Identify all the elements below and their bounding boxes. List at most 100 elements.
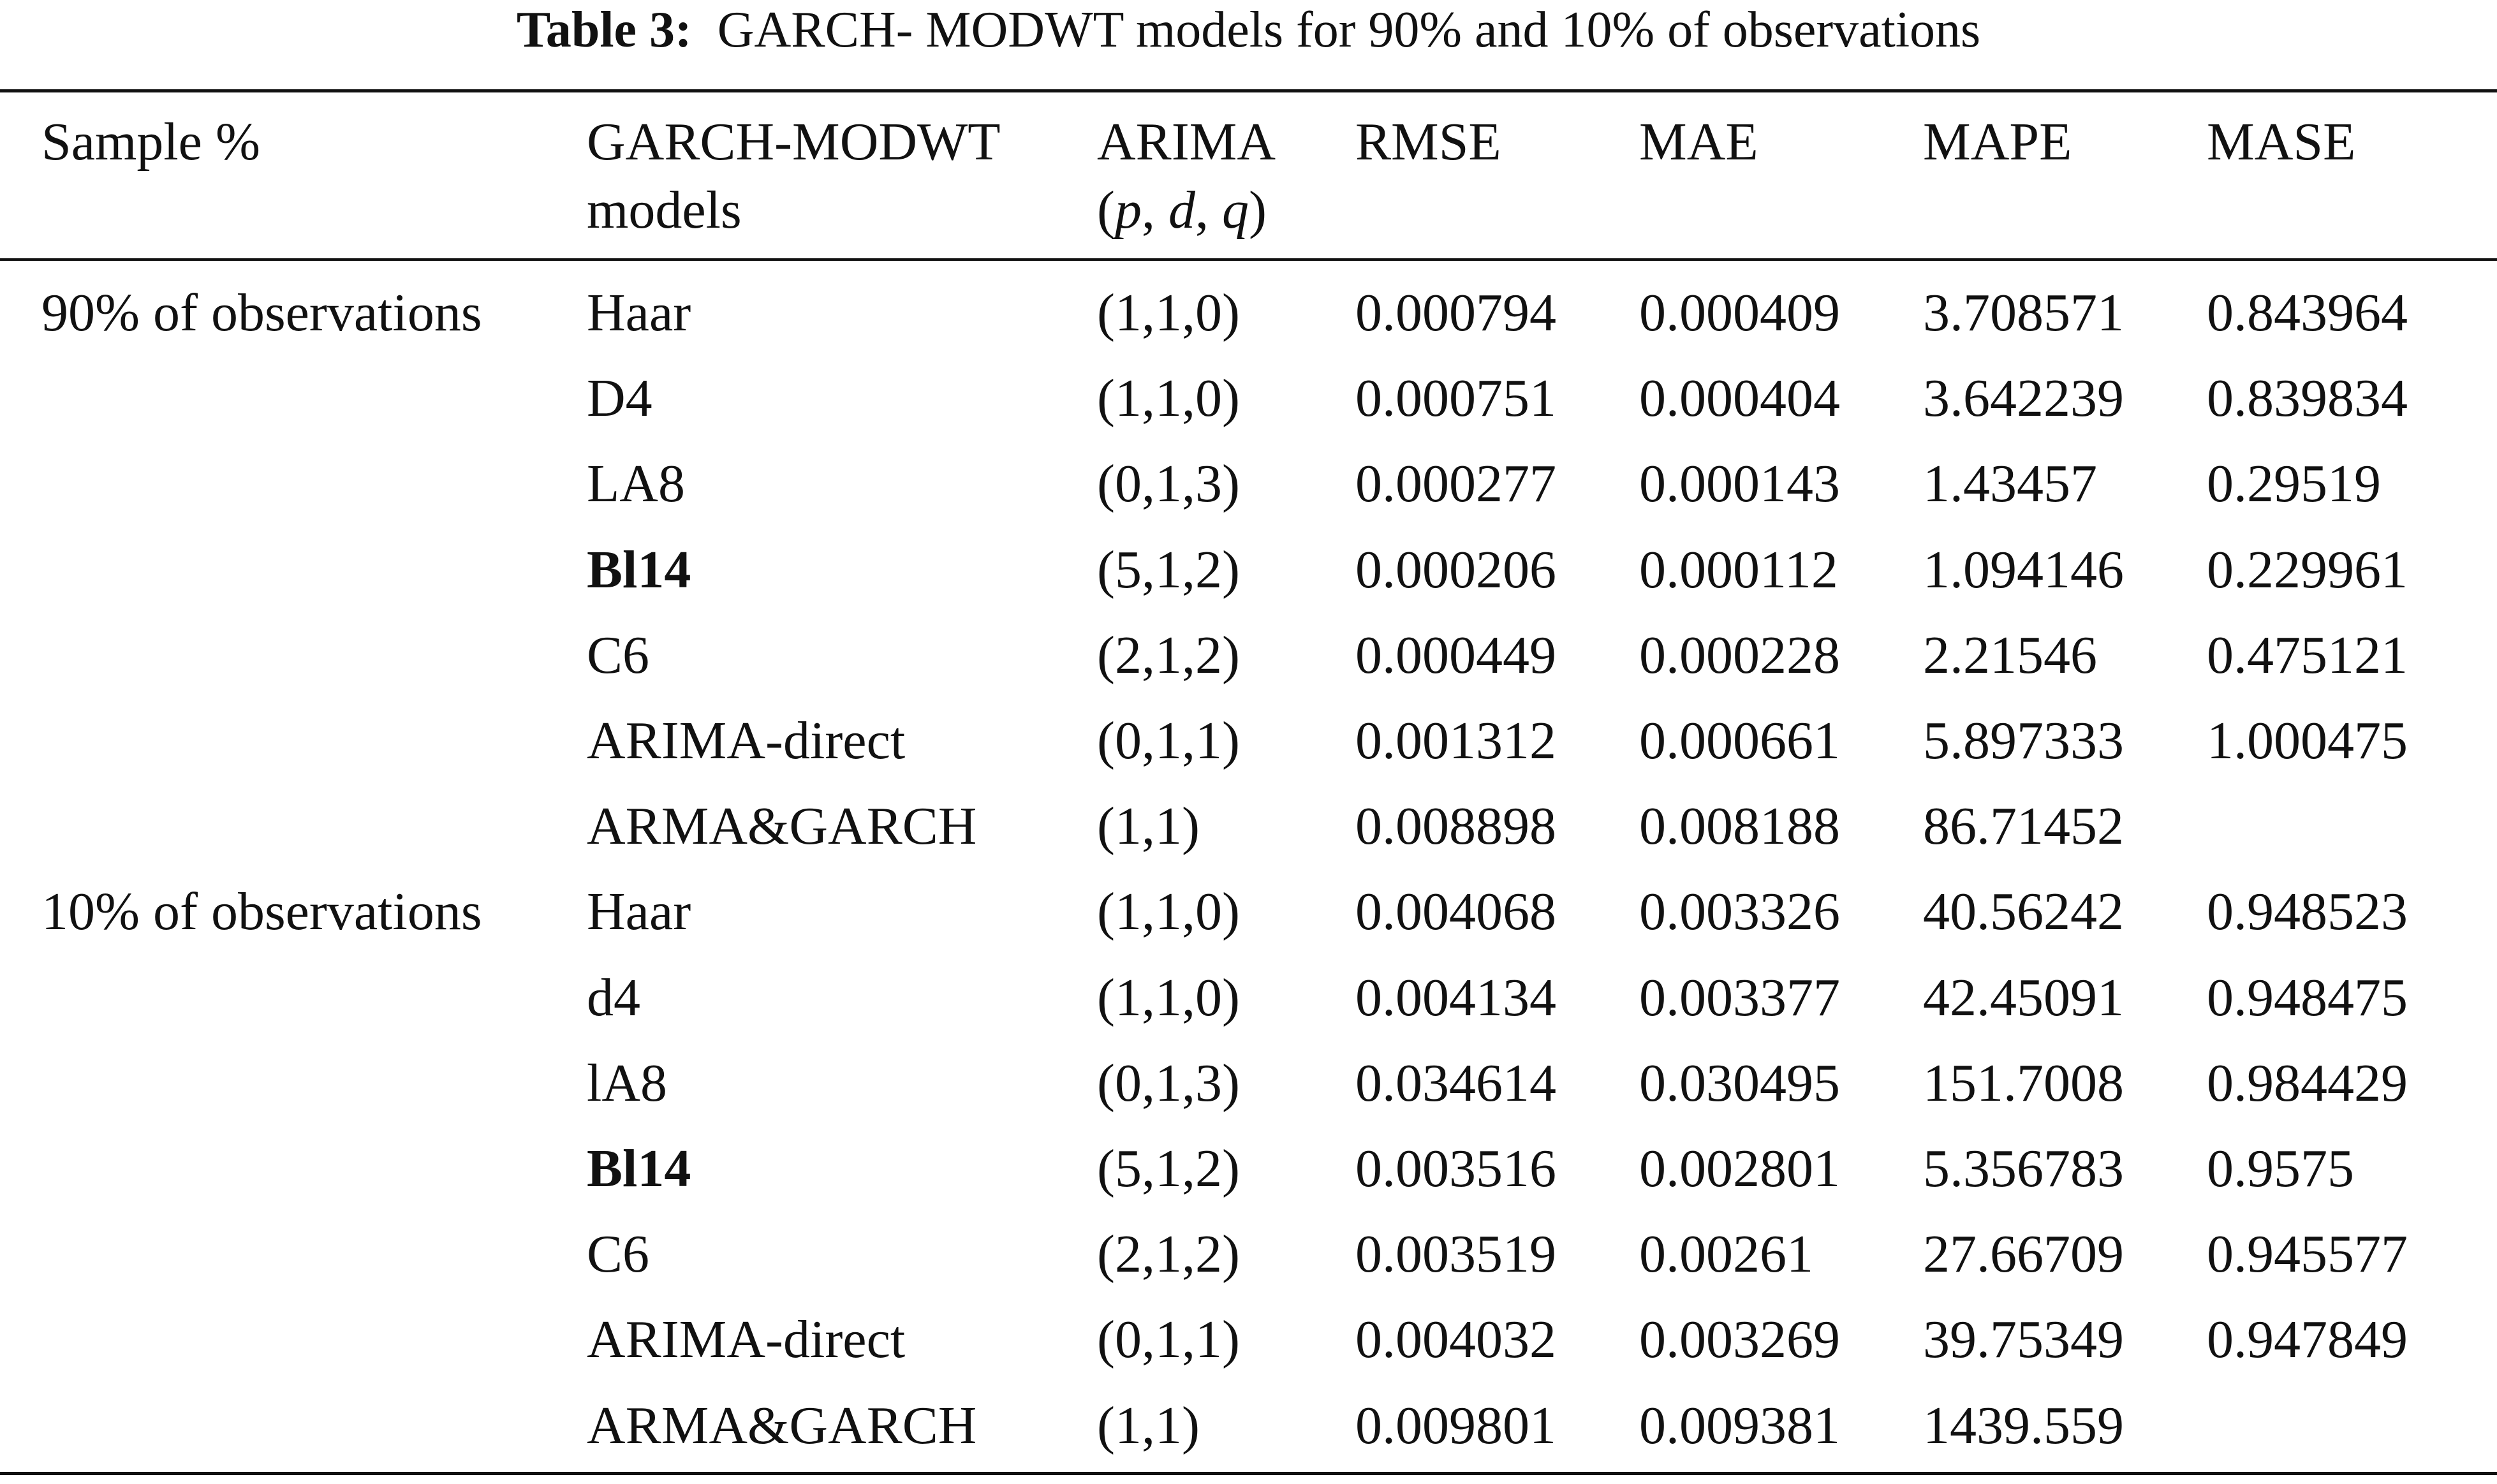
cell-mae: 0.000661 [1639,711,1840,770]
cell-arima: (1,1) [1097,797,1200,856]
cell-mase: 0.948475 [2207,967,2408,1027]
header-arima-line1: ARIMA [1097,112,1276,172]
top-rule [0,89,2497,92]
cell-model: d4 [587,967,640,1027]
cell-mase: 0.29519 [2207,454,2381,514]
cell-rmse: 0.004134 [1355,967,1556,1027]
cell-rmse: 0.034614 [1355,1053,1556,1113]
cell-rmse: 0.000794 [1355,283,1556,342]
cell-rmse: 0.009801 [1355,1395,1556,1455]
cell-rmse: 0.003516 [1355,1139,1556,1198]
cell-mape: 5.897333 [1923,711,2124,770]
cell-model: ARIMA-direct [587,711,906,770]
cell-mape: 2.21546 [1923,625,2097,685]
cell-arima: (1,1,0) [1097,283,1240,342]
cell-model: Bl14 [587,1139,691,1198]
table-caption-label: Table 3: [516,2,692,58]
cell-mase: 0.229961 [2207,540,2408,599]
cell-mae: 0.009381 [1639,1395,1840,1455]
cell-mae: 0.030495 [1639,1053,1840,1113]
header-models-line1: GARCH-MODWT [587,112,1001,172]
table-caption: Table 3: GARCH- MODWT models for 90% and… [0,0,2497,64]
header-arima-d: d [1168,180,1195,240]
cell-mae: 0.000143 [1639,454,1840,514]
cell-mape: 5.356783 [1923,1139,2124,1198]
cell-mase: 0.947849 [2207,1310,2408,1370]
cell-rmse: 0.004068 [1355,882,1556,942]
header-mase: MASE [2207,112,2356,172]
cell-model: LA8 [587,454,685,514]
cell-mae: 0.002801 [1639,1139,1840,1198]
cell-mae: 0.003269 [1639,1310,1840,1370]
header-rmse: RMSE [1355,112,1501,172]
cell-mase: 0.9575 [2207,1139,2354,1198]
cell-mae: 0.008188 [1639,797,1840,856]
cell-mape: 27.66709 [1923,1224,2124,1284]
cell-mae: 0.000404 [1639,369,1840,429]
cell-mase: 0.843964 [2207,283,2408,342]
cell-mae: 0.000228 [1639,625,1840,685]
cell-arima: (5,1,2) [1097,540,1240,599]
cell-model: Haar [587,882,691,942]
cell-arima: (2,1,2) [1097,625,1240,685]
bottom-rule [0,1472,2497,1475]
cell-model: C6 [587,625,650,685]
cell-model: ARMA&GARCH [587,1395,977,1455]
header-arima-p: p [1114,180,1142,240]
cell-mae: 0.003326 [1639,882,1840,942]
cell-model: ARMA&GARCH [587,797,977,856]
cell-model: Haar [587,283,691,342]
cell-rmse: 0.000277 [1355,454,1556,514]
cell-rmse: 0.001312 [1355,711,1556,770]
cell-arima: (0,1,3) [1097,454,1240,514]
cell-mape: 86.71452 [1923,797,2124,856]
cell-model: Bl14 [587,540,691,599]
cell-mase: 0.839834 [2207,369,2408,429]
cell-mape: 151.7008 [1923,1053,2124,1113]
cell-mae: 0.003377 [1639,967,1840,1027]
header-sample: Sample % [41,112,260,172]
cell-mase: 0.948523 [2207,882,2408,942]
cell-mape: 3.642239 [1923,369,2124,429]
cell-arima: (1,1) [1097,1395,1200,1455]
cell-mase: 1.000475 [2207,711,2408,770]
cell-rmse: 0.008898 [1355,797,1556,856]
cell-model: C6 [587,1224,650,1284]
table-caption-text: GARCH- MODWT models for 90% and 10% of o… [717,2,1981,58]
cell-mape: 1.43457 [1923,454,2097,514]
cell-arima: (1,1,0) [1097,967,1240,1027]
cell-mape: 3.708571 [1923,283,2124,342]
cell-sample: 90% of observations [41,283,482,342]
cell-mae: 0.000112 [1639,540,1838,599]
header-models-line2: models [587,180,742,240]
cell-model: D4 [587,369,652,429]
cell-mape: 1.094146 [1923,540,2124,599]
cell-mase: 0.475121 [2207,625,2408,685]
cell-rmse: 0.003519 [1355,1224,1556,1284]
header-mae: MAE [1639,112,1758,172]
cell-sample: 10% of observations [41,882,482,942]
cell-arima: (1,1,0) [1097,882,1240,942]
cell-mase: 0.945577 [2207,1224,2408,1284]
cell-rmse: 0.000449 [1355,625,1556,685]
cell-mae: 0.000409 [1639,283,1840,342]
cell-arima: (1,1,0) [1097,369,1240,429]
cell-mape: 42.45091 [1923,967,2124,1027]
cell-arima: (0,1,3) [1097,1053,1240,1113]
header-mape: MAPE [1923,112,2072,172]
cell-rmse: 0.000206 [1355,540,1556,599]
cell-mape: 1439.559 [1923,1395,2124,1455]
cell-mae: 0.00261 [1639,1224,1813,1284]
cell-rmse: 0.000751 [1355,369,1556,429]
cell-arima: (0,1,1) [1097,711,1240,770]
cell-rmse: 0.004032 [1355,1310,1556,1370]
header-arima-line2: (p, d, q) [1097,180,1267,240]
cell-arima: (0,1,1) [1097,1310,1240,1370]
cell-arima: (5,1,2) [1097,1139,1240,1198]
cell-mape: 40.56242 [1923,882,2124,942]
cell-mase: 0.984429 [2207,1053,2408,1113]
cell-arima: (2,1,2) [1097,1224,1240,1284]
cell-mape: 39.75349 [1923,1310,2124,1370]
header-arima-q: q [1221,180,1249,240]
header-rule [0,258,2497,261]
